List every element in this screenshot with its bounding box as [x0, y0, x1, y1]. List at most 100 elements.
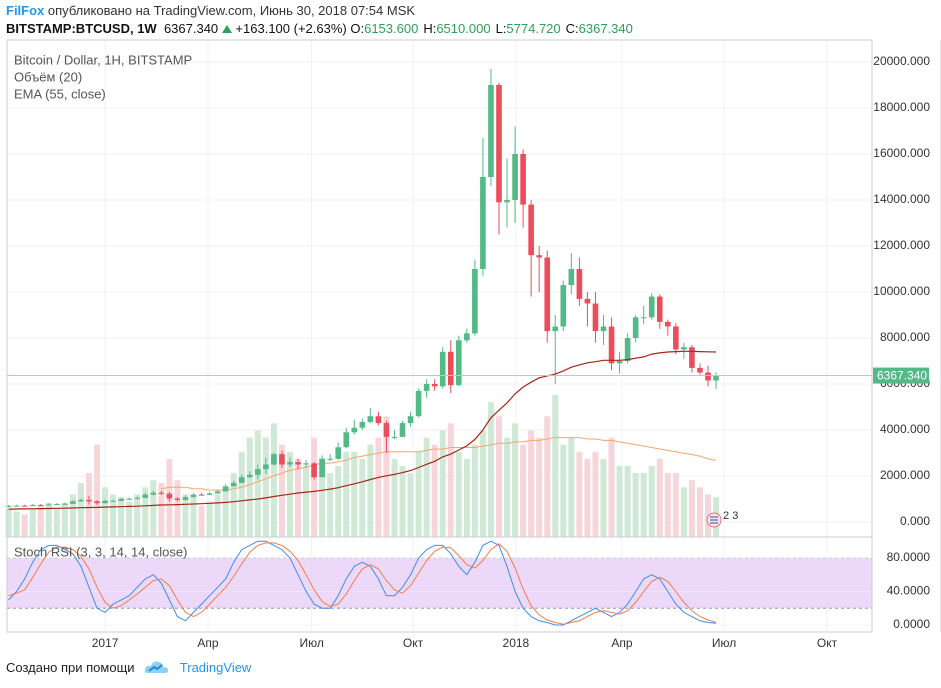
volume-bar	[29, 508, 36, 537]
volume-bar	[576, 451, 583, 537]
candle-body	[689, 347, 695, 368]
volume-bar	[351, 451, 358, 537]
candle-body	[504, 199, 510, 203]
volume-bar	[206, 501, 213, 537]
volume-bar	[335, 466, 342, 537]
volume-bar	[69, 494, 76, 537]
candle-body	[584, 298, 591, 304]
candle-body	[512, 153, 518, 200]
candle-body	[214, 491, 221, 494]
candle-body	[673, 326, 679, 350]
candle-body	[576, 268, 583, 299]
candle-body	[705, 372, 711, 381]
y-tick-label: 0.0000	[893, 617, 930, 631]
candle-body	[600, 326, 607, 332]
candle-body	[447, 351, 454, 386]
candle-body	[166, 493, 173, 499]
volume-bar	[479, 430, 486, 537]
up-arrow-icon	[221, 25, 232, 33]
ohlc-value: 6510.000	[436, 21, 491, 36]
volume-bar	[134, 494, 141, 537]
ohlc-value: 6153.600	[364, 21, 419, 36]
author[interactable]: FilFox	[6, 3, 45, 18]
volume-bar	[222, 487, 229, 537]
last-price-label: 6367.340	[877, 369, 927, 383]
volume-bar	[447, 423, 454, 537]
candle-body	[287, 462, 293, 465]
footer-brand[interactable]: TradingView	[179, 660, 252, 675]
volume-bar	[295, 458, 302, 537]
volume-bar	[664, 473, 671, 537]
candle-body	[86, 499, 92, 502]
candle-body	[681, 347, 687, 350]
candle-body	[158, 492, 165, 494]
volume-bar	[455, 451, 462, 537]
ohlc-label: L:	[495, 21, 507, 36]
candle-body	[407, 416, 414, 424]
volume-bar	[61, 502, 68, 537]
candle-body	[142, 494, 149, 498]
candle-body	[697, 367, 703, 373]
y-tick-label: 14000.000	[873, 192, 930, 206]
volume-bar	[359, 458, 366, 537]
candle-body	[488, 84, 494, 177]
volume-bar	[327, 473, 334, 537]
candle-body	[198, 494, 205, 496]
ohlc-label: H:	[423, 21, 437, 36]
change: +163.100 (+2.63%)	[235, 21, 347, 36]
candle-body	[295, 462, 301, 465]
legend-entry: Объём (20)	[14, 69, 82, 84]
candle-body	[182, 497, 189, 500]
candle-body	[54, 504, 60, 506]
volume-bar	[391, 458, 398, 537]
candle-body	[102, 500, 108, 504]
volume-ma-line	[161, 437, 717, 491]
volume-bar	[552, 395, 559, 537]
volume-bar	[431, 444, 438, 537]
candle-body	[150, 492, 157, 495]
volume-bar	[37, 505, 44, 537]
candle-body	[665, 321, 671, 327]
stoch-pane-border	[6, 536, 873, 633]
candle-body	[560, 285, 567, 327]
volume-bar	[311, 437, 318, 537]
volume-bar	[495, 416, 502, 537]
volume-bar	[616, 466, 623, 537]
candle-body	[110, 500, 116, 502]
candle-body	[480, 176, 486, 269]
y-tick-label: 80.0000	[887, 550, 931, 564]
candle-body	[656, 296, 663, 322]
volume-bar	[471, 444, 478, 537]
footer: Создано при помощи TradingView	[6, 659, 251, 675]
candle-body	[255, 469, 261, 475]
volume-bar	[656, 458, 663, 537]
x-tick-label: Окт	[403, 636, 424, 650]
candle-body	[279, 454, 285, 465]
volume-bar	[262, 437, 269, 537]
volume-bar	[608, 437, 615, 537]
y-tick-label: 12000.000	[873, 238, 930, 252]
y-tick-label: 2000.000	[880, 468, 930, 482]
volume-bar	[214, 494, 221, 537]
candle-body	[608, 326, 615, 364]
tradingview-logo[interactable]	[144, 659, 170, 675]
candle-body	[343, 432, 350, 448]
candle-body	[544, 257, 551, 332]
y-tick-label: 40.0000	[887, 584, 931, 598]
event-flag	[710, 516, 719, 524]
candle-body	[520, 153, 526, 205]
candle-body	[415, 390, 422, 417]
y-tick-label: 18000.000	[873, 100, 930, 114]
volume-bar	[568, 437, 575, 537]
volume-bar	[696, 487, 703, 537]
volume-bar	[487, 402, 494, 537]
symbol: BITSTAMP:BTCUSD, 1W	[6, 21, 157, 36]
volume-bar	[21, 514, 28, 537]
last-price-box	[873, 367, 929, 384]
stoch-line	[8, 540, 717, 626]
main-pane-border	[6, 39, 873, 538]
candle-body	[5, 505, 12, 507]
candle-body	[126, 498, 132, 500]
x-tick-label: 2017	[92, 636, 119, 650]
